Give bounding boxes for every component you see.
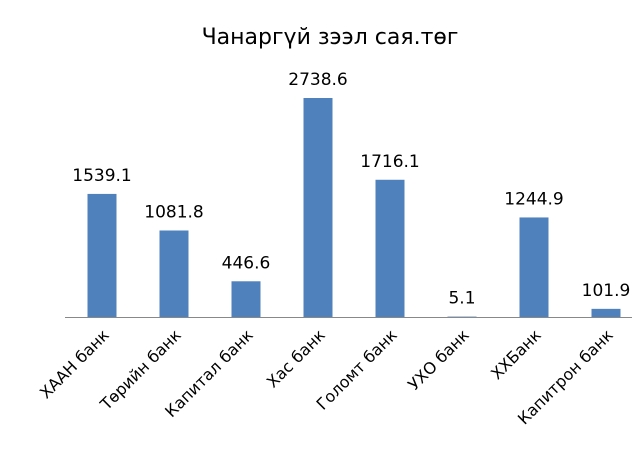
bar	[87, 193, 117, 317]
x-tick-label: ХААН банк	[36, 325, 113, 402]
data-label: 101.9	[582, 281, 631, 301]
data-label: 1244.9	[504, 189, 563, 209]
x-tick-label: УХО банк	[404, 325, 473, 394]
bar	[519, 217, 549, 317]
x-tick-label: Хас банк	[263, 325, 329, 391]
x-tick-label: ХХБанк	[487, 325, 545, 383]
data-label: 446.6	[222, 253, 271, 273]
bar	[159, 230, 189, 317]
data-label: 1081.8	[144, 202, 203, 222]
data-label: 1539.1	[72, 166, 131, 186]
bar	[231, 281, 261, 317]
data-label: 5.1	[448, 289, 475, 309]
bar	[375, 179, 405, 317]
data-label: 2738.6	[288, 70, 347, 90]
bar	[591, 308, 621, 317]
chart-title: Чанаргүй зээл сая.төг	[202, 25, 459, 50]
data-label: 1716.1	[360, 152, 419, 172]
bar	[303, 98, 333, 317]
